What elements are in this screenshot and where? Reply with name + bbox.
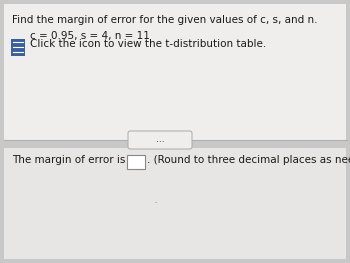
Text: Click the icon to view the t-distribution table.: Click the icon to view the t-distributio… [30, 39, 266, 49]
Bar [4, 4, 346, 140]
FancyBboxPatch shape [128, 131, 192, 149]
Text: ...: ... [156, 134, 164, 144]
Bar [11, 39, 25, 56]
Text: c = 0.95, s = 4, n = 11: c = 0.95, s = 4, n = 11 [30, 31, 150, 41]
Bar [4, 148, 346, 259]
Text: Find the margin of error for the given values of c, s, and n.: Find the margin of error for the given v… [12, 15, 317, 25]
Text: The margin of error is: The margin of error is [12, 155, 125, 165]
Text: ·: · [154, 200, 156, 206]
Text: . (Round to three decimal places as needed.): . (Round to three decimal places as need… [147, 155, 350, 165]
Bar [127, 155, 145, 169]
